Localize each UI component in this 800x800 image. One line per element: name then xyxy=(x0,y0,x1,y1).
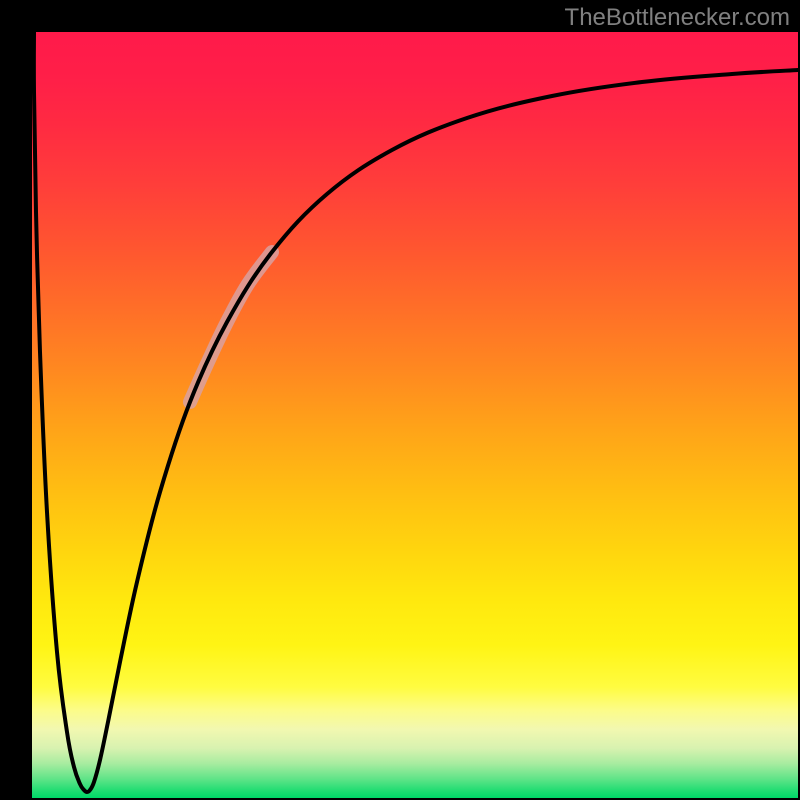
attribution-label: TheBottlenecker.com xyxy=(565,4,790,32)
curve-layer xyxy=(32,32,798,798)
bottleneck-curve xyxy=(34,32,798,792)
highlight-segment xyxy=(190,252,272,402)
plot-area xyxy=(32,32,798,798)
chart-container: TheBottlenecker.com xyxy=(0,0,800,800)
